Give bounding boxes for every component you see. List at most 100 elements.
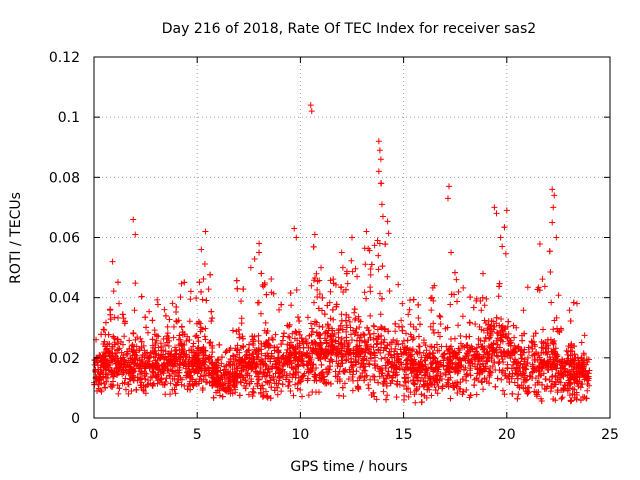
roti-point bbox=[479, 360, 486, 367]
roti-point bbox=[546, 354, 553, 361]
roti-point bbox=[141, 364, 148, 371]
roti-point bbox=[398, 317, 405, 324]
roti-point bbox=[233, 347, 240, 354]
roti-point bbox=[563, 347, 570, 354]
roti-point bbox=[370, 344, 377, 351]
roti-point bbox=[268, 276, 275, 283]
roti-point bbox=[339, 326, 346, 333]
roti-point bbox=[538, 344, 545, 351]
roti-point bbox=[190, 343, 197, 350]
roti-point bbox=[370, 330, 377, 337]
roti-point bbox=[539, 276, 546, 283]
y-axis-label: ROTI / TECUs bbox=[8, 192, 24, 284]
roti-point bbox=[138, 375, 145, 382]
roti-point bbox=[150, 380, 157, 387]
roti-point bbox=[264, 340, 271, 347]
roti-point bbox=[292, 372, 299, 379]
roti-point bbox=[348, 257, 355, 264]
roti-point bbox=[398, 350, 405, 357]
roti-point bbox=[493, 352, 500, 359]
roti-point bbox=[138, 338, 145, 345]
roti-point bbox=[362, 349, 369, 356]
roti-point bbox=[322, 330, 329, 337]
roti-point bbox=[456, 357, 463, 364]
roti-point bbox=[312, 372, 319, 379]
roti-point bbox=[128, 388, 135, 395]
roti-point bbox=[193, 332, 200, 339]
roti-point bbox=[548, 378, 555, 385]
roti-point bbox=[520, 379, 527, 386]
roti-point bbox=[338, 357, 345, 364]
roti-point bbox=[446, 360, 453, 367]
x-tick-label: 15 bbox=[395, 427, 413, 443]
roti-point bbox=[253, 347, 260, 354]
roti-point bbox=[263, 291, 270, 298]
roti-point bbox=[498, 316, 505, 323]
roti-point bbox=[374, 363, 381, 370]
roti-point bbox=[367, 351, 374, 358]
roti-point bbox=[260, 340, 267, 347]
roti-point bbox=[316, 342, 323, 349]
roti-point bbox=[549, 219, 556, 226]
roti-point bbox=[447, 357, 454, 364]
roti-point bbox=[154, 301, 161, 308]
roti-point bbox=[376, 373, 383, 380]
roti-point bbox=[568, 397, 575, 404]
roti-point bbox=[487, 325, 494, 332]
roti-point bbox=[263, 330, 270, 337]
roti-point bbox=[115, 369, 122, 376]
roti-point bbox=[430, 320, 437, 327]
roti-point bbox=[304, 340, 311, 347]
roti-point bbox=[278, 301, 285, 308]
roti-point bbox=[549, 186, 556, 193]
roti-point bbox=[494, 335, 501, 342]
roti-point bbox=[284, 346, 291, 353]
roti-point bbox=[289, 343, 296, 350]
roti-point bbox=[107, 306, 114, 313]
roti-point bbox=[300, 372, 307, 379]
roti-point bbox=[191, 354, 198, 361]
roti-point bbox=[352, 359, 359, 366]
roti-point bbox=[200, 275, 207, 282]
roti-point bbox=[363, 228, 370, 235]
roti-point bbox=[178, 323, 185, 330]
roti-point bbox=[246, 358, 253, 365]
roti-point bbox=[430, 326, 437, 333]
roti-point bbox=[535, 364, 542, 371]
roti-point bbox=[556, 328, 563, 335]
roti-point bbox=[265, 366, 272, 373]
roti-point bbox=[405, 378, 412, 385]
roti-point bbox=[176, 332, 183, 339]
roti-point bbox=[187, 296, 194, 303]
roti-point bbox=[305, 344, 312, 351]
roti-point bbox=[446, 369, 453, 376]
roti-point bbox=[506, 370, 513, 377]
roti-point bbox=[502, 372, 509, 379]
roti-point bbox=[311, 318, 318, 325]
roti-point bbox=[149, 382, 156, 389]
roti-point bbox=[108, 367, 115, 374]
roti-point bbox=[529, 345, 536, 352]
roti-point bbox=[287, 388, 294, 395]
roti-point bbox=[316, 323, 323, 330]
roti-point bbox=[120, 356, 127, 363]
roti-point bbox=[319, 369, 326, 376]
roti-point bbox=[338, 341, 345, 348]
roti-point bbox=[163, 335, 170, 342]
roti-point bbox=[463, 387, 470, 394]
roti-point bbox=[487, 369, 494, 376]
roti-point bbox=[349, 268, 356, 275]
roti-point bbox=[433, 341, 440, 348]
roti-point bbox=[207, 271, 214, 278]
roti-point bbox=[467, 372, 474, 379]
roti-point bbox=[167, 380, 174, 387]
roti-point bbox=[170, 323, 177, 330]
roti-point bbox=[293, 286, 300, 293]
roti-point bbox=[227, 362, 234, 369]
roti-point bbox=[210, 381, 217, 388]
roti-point bbox=[441, 351, 448, 358]
roti-point bbox=[151, 347, 158, 354]
roti-point bbox=[388, 339, 395, 346]
roti-point bbox=[304, 375, 311, 382]
roti-point bbox=[205, 355, 212, 362]
